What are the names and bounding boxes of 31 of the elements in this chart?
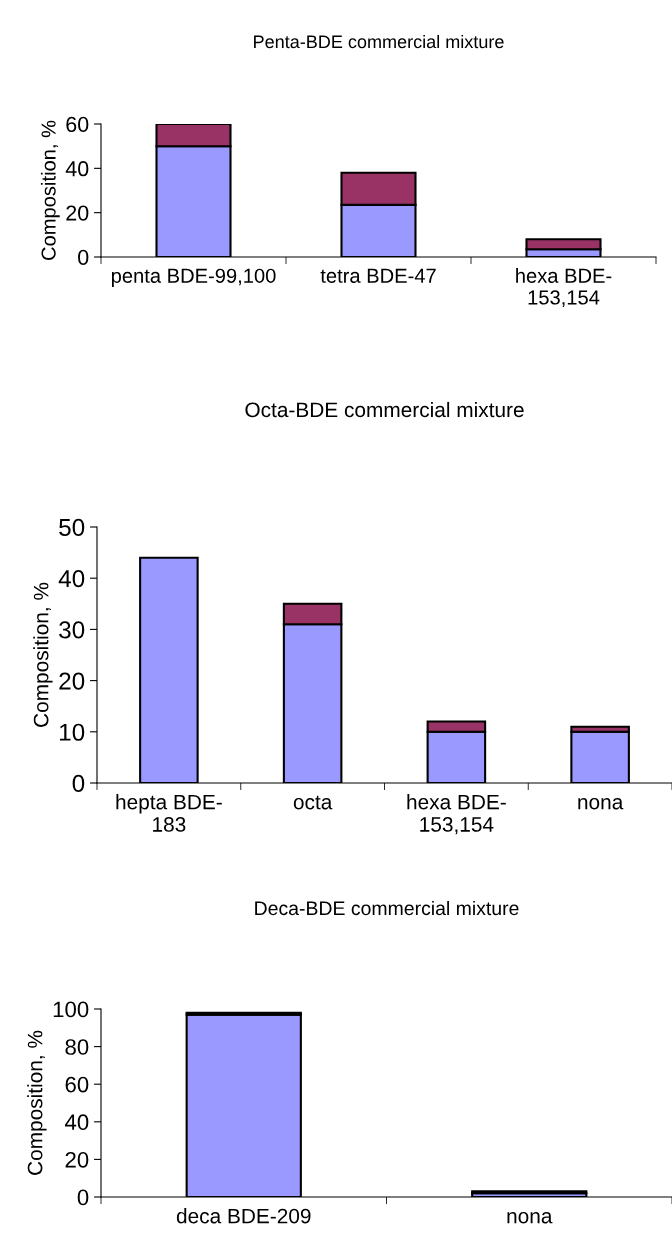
- y-tick-label: 40: [64, 1114, 89, 1131]
- y-tick-label: 20: [65, 1151, 89, 1168]
- x-tick-label: nona: [507, 1212, 553, 1224]
- y-tick-label: 30: [59, 621, 85, 639]
- x-tick-label: nona: [578, 798, 624, 810]
- y-tick-label: 20: [66, 205, 89, 221]
- y-tick-label: 10: [60, 723, 85, 741]
- y-tick-label: 60: [66, 116, 89, 133]
- y-tick-label: 50: [59, 518, 85, 537]
- chart-title: Deca-BDE commercial mixture: [255, 900, 519, 916]
- x-tick-label: hepta BDE- 183: [116, 794, 222, 832]
- x-tick-label: hexa BDE- 153,154: [516, 268, 612, 307]
- y-tick-label: 40: [58, 570, 85, 588]
- y-tick-label: 0: [72, 774, 85, 793]
- x-tick-label: deca BDE-209: [176, 1208, 311, 1224]
- y-tick-label: 80: [65, 1039, 89, 1055]
- y-axis-title: Composition, %: [27, 1030, 47, 1175]
- x-tick-label: tetra BDE-47: [320, 268, 436, 283]
- x-tick-label: hexa BDE- 153,154: [407, 794, 506, 835]
- y-tick-label: 0: [77, 1189, 89, 1206]
- chart-title: Octa-BDE commercial mixture: [245, 401, 524, 418]
- y-tick-label: 100: [53, 1001, 89, 1018]
- x-tick-label: penta BDE-99,100: [111, 268, 276, 287]
- y-tick-label: 40: [65, 161, 89, 177]
- x-tick-label: octa: [293, 795, 333, 810]
- y-axis-title: Composition, %: [40, 120, 60, 260]
- y-tick-label: 0: [78, 249, 89, 266]
- y-tick-label: 60: [65, 1076, 89, 1093]
- chart-title: Penta-BDE commercial mixture: [254, 34, 504, 49]
- y-tick-label: 20: [59, 672, 85, 690]
- y-axis-title: Composition, %: [33, 582, 53, 727]
